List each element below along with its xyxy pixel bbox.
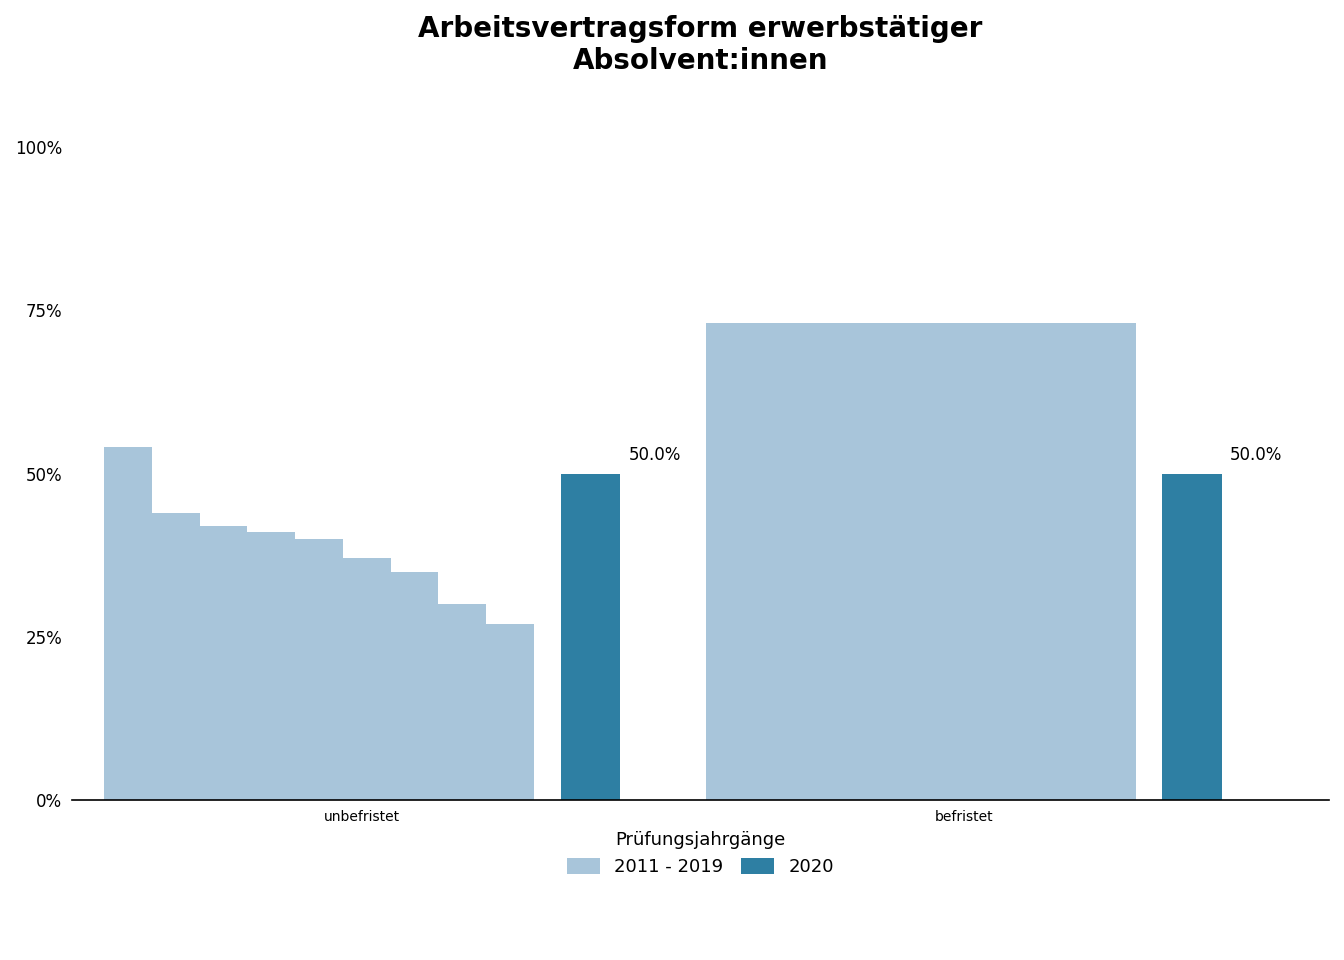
Bar bbox=[1163, 473, 1222, 801]
Bar bbox=[706, 415, 849, 801]
Bar bbox=[706, 401, 945, 801]
Text: 50.0%: 50.0% bbox=[1230, 445, 1282, 464]
Bar bbox=[105, 624, 534, 801]
Bar bbox=[706, 343, 1087, 801]
Bar bbox=[706, 324, 1136, 801]
Bar bbox=[105, 513, 200, 801]
Bar bbox=[706, 389, 1040, 801]
Bar bbox=[706, 415, 896, 801]
Legend: 2011 - 2019, 2020: 2011 - 2019, 2020 bbox=[560, 824, 841, 883]
Bar bbox=[560, 473, 620, 801]
Bar bbox=[105, 571, 438, 801]
Text: 50.0%: 50.0% bbox=[629, 445, 681, 464]
Bar bbox=[105, 526, 247, 801]
Bar bbox=[706, 421, 801, 801]
Bar bbox=[105, 559, 391, 801]
Bar bbox=[105, 533, 296, 801]
Bar bbox=[706, 493, 754, 801]
Title: Arbeitsvertragsform erwerbstätiger
Absolvent:innen: Arbeitsvertragsform erwerbstätiger Absol… bbox=[418, 15, 982, 76]
Bar bbox=[105, 447, 152, 801]
Bar bbox=[105, 539, 343, 801]
Bar bbox=[105, 604, 487, 801]
Bar bbox=[706, 401, 992, 801]
